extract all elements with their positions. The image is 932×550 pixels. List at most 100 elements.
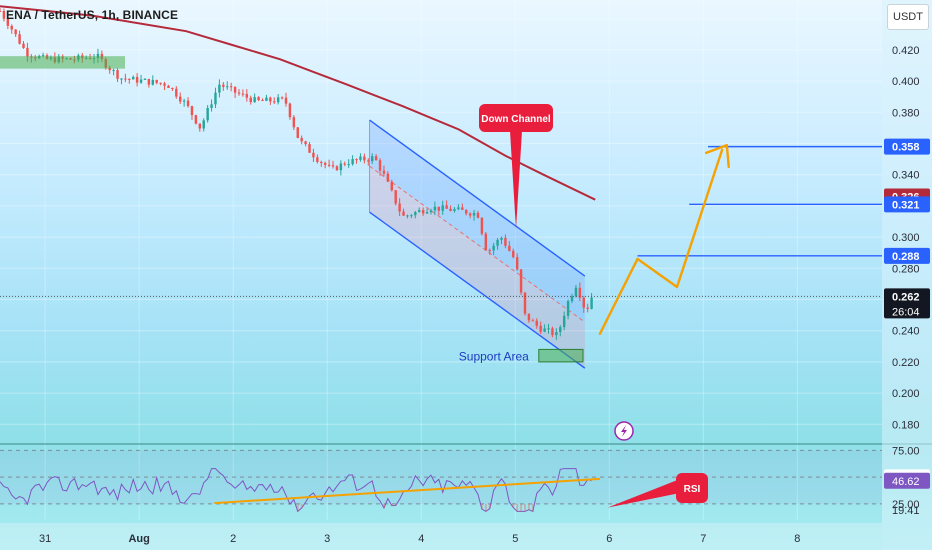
- candle: [198, 123, 202, 129]
- candle: [120, 78, 123, 80]
- rsi-callout-label: RSI: [684, 484, 701, 495]
- candle: [249, 97, 252, 103]
- candle: [508, 245, 511, 251]
- candle: [519, 269, 523, 293]
- candle: [226, 86, 229, 88]
- candle: [582, 297, 585, 308]
- candle: [300, 137, 303, 142]
- candle: [245, 93, 249, 98]
- candle: [586, 307, 589, 309]
- rsi-tick-label: 75.00: [892, 445, 920, 457]
- candle: [186, 100, 190, 107]
- candle: [355, 159, 358, 161]
- candle: [222, 84, 225, 87]
- candle: [316, 157, 319, 162]
- rsi-value-badge-text: 46.62: [892, 476, 920, 488]
- candle: [433, 206, 437, 211]
- candle: [151, 79, 155, 85]
- price-badge-text: 0.288: [892, 251, 920, 263]
- candle: [304, 141, 307, 145]
- candle: [547, 328, 550, 330]
- price-badge: [884, 138, 930, 155]
- candle: [269, 97, 272, 102]
- candle: [367, 160, 370, 162]
- candle: [112, 70, 115, 72]
- candle: [22, 43, 25, 48]
- candle: [202, 120, 205, 129]
- candle: [343, 163, 346, 165]
- time-tick-label: 3: [324, 533, 330, 545]
- candle: [406, 215, 409, 217]
- candle: [179, 96, 182, 102]
- candle: [488, 250, 491, 252]
- candle: [167, 85, 170, 88]
- candle: [253, 97, 256, 103]
- price-tick-label: 0.180: [892, 419, 920, 431]
- price-tick-label: 0.220: [892, 357, 920, 369]
- candle: [410, 215, 413, 217]
- candle: [570, 296, 574, 302]
- candle: [421, 210, 425, 214]
- candle: [472, 212, 476, 216]
- candle: [10, 25, 13, 30]
- candle: [233, 86, 237, 93]
- candle: [468, 213, 472, 216]
- price-tick-label: 0.200: [892, 388, 920, 400]
- candle: [492, 245, 495, 251]
- price-badge-text: 0.321: [892, 199, 920, 211]
- candle: [237, 92, 241, 94]
- candle: [484, 233, 488, 251]
- candle: [2, 10, 6, 19]
- candle: [551, 328, 554, 336]
- candle: [175, 88, 178, 97]
- rsi-band: [0, 449, 882, 505]
- candle: [590, 297, 593, 309]
- candle: [124, 78, 127, 80]
- price-badge: [884, 247, 930, 264]
- candle: [288, 103, 292, 118]
- rsi-pointer: [607, 479, 680, 508]
- candle: [445, 205, 448, 209]
- candle: [351, 159, 354, 165]
- candle: [363, 156, 366, 161]
- candle: [96, 53, 100, 59]
- candlestick-series: [0, 7, 593, 340]
- candle: [276, 97, 280, 103]
- price-badge: [884, 196, 930, 213]
- price-badge-text: 0.358: [892, 142, 920, 154]
- rsi-tick-label: 25.00: [892, 499, 920, 511]
- candle: [335, 166, 339, 171]
- rsi-panel: [0, 468, 600, 513]
- rsi-line: [0, 468, 592, 513]
- annotations: Down Channel RSI: [479, 104, 708, 508]
- candle: [206, 107, 209, 121]
- channel-upper-fill: [369, 120, 585, 323]
- candle: [398, 203, 401, 212]
- channel-mid-line: [369, 165, 586, 323]
- candle: [539, 325, 542, 332]
- price-tick-label: 0.420: [892, 45, 920, 57]
- candle: [229, 86, 233, 88]
- time-tick-label: 7: [700, 533, 706, 545]
- candle: [331, 165, 335, 167]
- currency-button[interactable]: USDT: [887, 4, 929, 30]
- candle: [374, 156, 378, 161]
- candle: [555, 332, 558, 336]
- candle: [500, 237, 503, 240]
- candle: [370, 156, 374, 162]
- candle: [41, 55, 45, 57]
- candle: [320, 161, 323, 163]
- time-axis: 31 Aug 2 3 4 5 6 7 8: [0, 523, 882, 550]
- candle: [273, 101, 276, 103]
- candle: [390, 181, 394, 191]
- candle: [429, 210, 433, 213]
- candle: [543, 328, 546, 332]
- candle: [26, 47, 29, 57]
- candle: [461, 207, 464, 210]
- rsi-divergence-line: [214, 477, 600, 505]
- down-channel-label: Down Channel: [481, 114, 551, 125]
- candle: [566, 301, 570, 316]
- candle: [449, 208, 452, 211]
- price-axis-bg: [882, 0, 932, 550]
- channel-lower-line: [369, 211, 586, 369]
